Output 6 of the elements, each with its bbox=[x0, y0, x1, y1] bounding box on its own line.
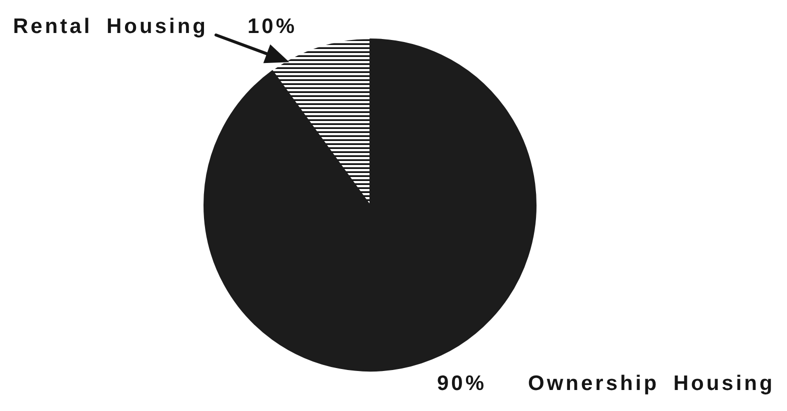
pie-slice bbox=[272, 39, 370, 205]
data-label: 10% bbox=[247, 15, 297, 38]
pie-slice bbox=[204, 38, 536, 372]
data-label: 90% bbox=[437, 372, 487, 395]
slice-label: Ownership Housing bbox=[528, 372, 775, 395]
slice-label: Rental Housing bbox=[12, 15, 208, 38]
